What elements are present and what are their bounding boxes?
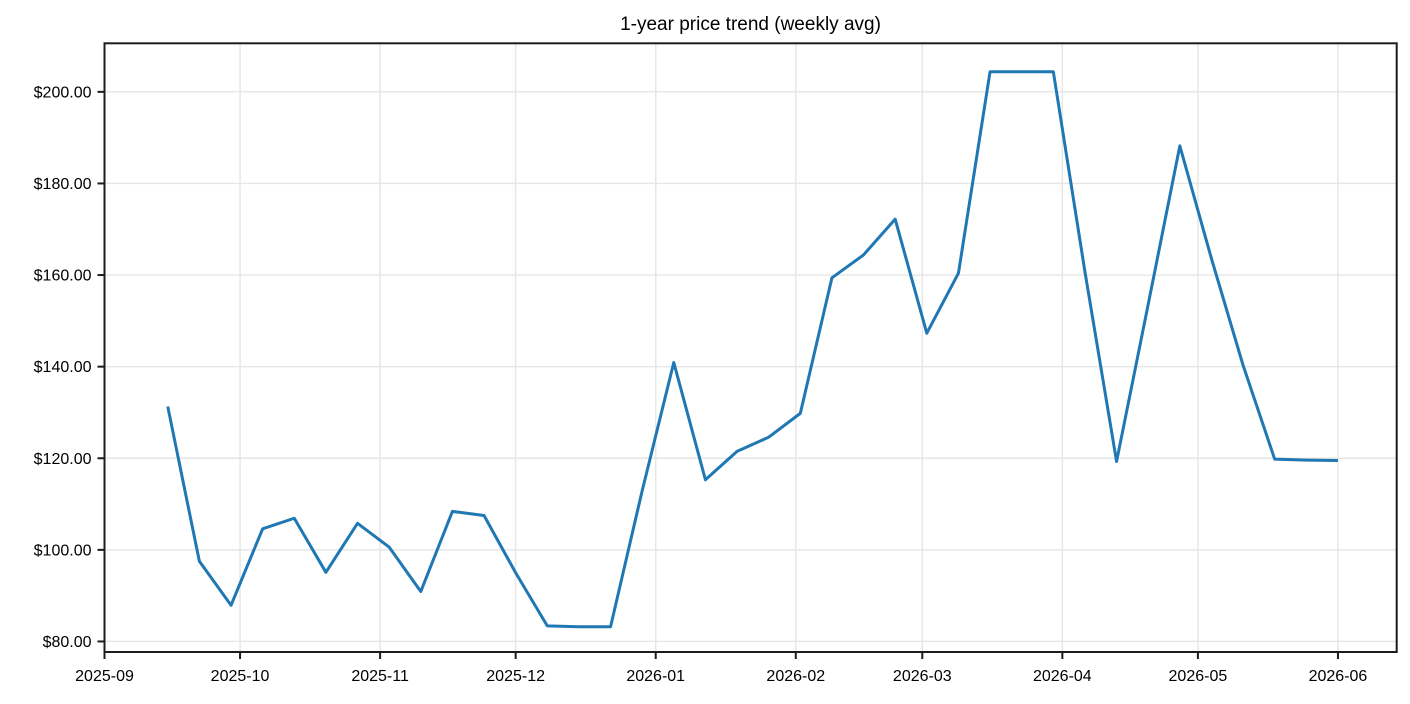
y-tick-label: $80.00 (43, 634, 92, 651)
x-tick-label: 2025-12 (486, 668, 545, 685)
y-tick-label: $200.00 (34, 84, 92, 101)
plot-border (103, 42, 1398, 654)
x-tick-label: 2026-06 (1309, 668, 1368, 685)
x-tick-label: 2025-11 (351, 668, 409, 685)
x-tick-label: 2026-02 (766, 668, 825, 685)
tick-labels: 2025-09 2025-10 2025-11 2025-12 2026-01 2026-… (34, 84, 1368, 685)
price-trend-line (166, 70, 1338, 629)
gridlines (103, 43, 1397, 652)
y-tick-label: $100.00 (34, 542, 92, 559)
x-tick-label: 2026-03 (893, 668, 952, 685)
x-tick-label: 2026-05 (1169, 668, 1228, 685)
chart-title: 1-year price trend (weekly avg) (620, 14, 881, 35)
x-tick-label: 2026-01 (626, 668, 685, 685)
y-tick-label: $160.00 (34, 268, 92, 285)
x-tick-label: 2025-10 (211, 668, 270, 685)
y-tick-label: $180.00 (34, 176, 92, 193)
axes (97, 42, 1398, 659)
x-tick-label: 2026-04 (1033, 668, 1092, 685)
y-tick-label: $140.00 (34, 359, 92, 376)
x-tick-label: 2025-09 (75, 668, 134, 685)
y-tick-label: $120.00 (34, 451, 92, 468)
series-layer (166, 70, 1338, 629)
